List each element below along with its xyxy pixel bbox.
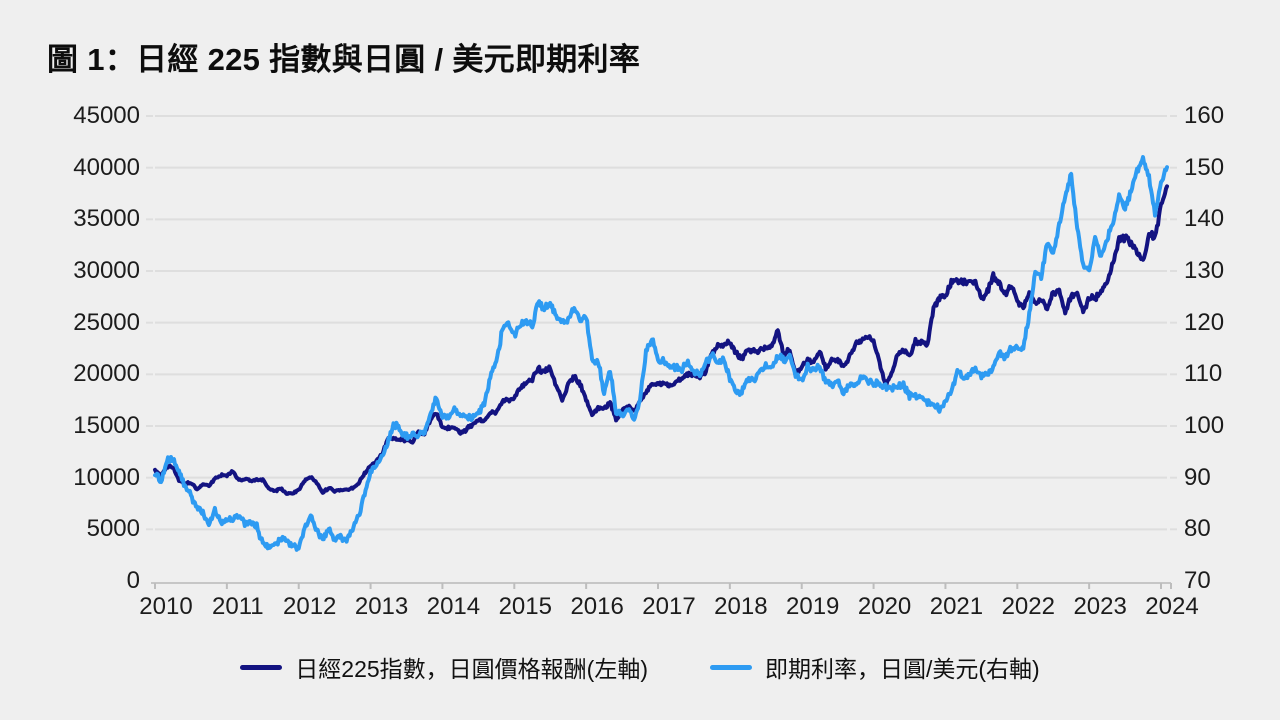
y-axis-right-tick-label: 120 <box>1184 308 1225 336</box>
x-axis-tick-label: 2019 <box>786 593 840 620</box>
y-axis-left-tick-label: 35000 <box>73 205 140 233</box>
y-axis-left-tick-label: 10000 <box>73 463 140 491</box>
y-axis-left-tick-label: 5000 <box>86 515 140 543</box>
legend-item-nikkei: 日經225指數，日圓價格報酬(左軸) <box>240 650 648 684</box>
y-axis-right-tick-label: 70 <box>1184 567 1211 594</box>
y-axis-right-tick-label: 110 <box>1184 360 1223 388</box>
x-axis-tick-label: 2017 <box>642 593 696 620</box>
x-axis-tick-label: 2021 <box>929 593 984 620</box>
legend-item-usdjpy: 即期利率，日圓/美元(右軸) <box>709 650 1040 684</box>
x-axis <box>151 582 1172 589</box>
y-axis-right-tick-label: 160 <box>1184 102 1225 129</box>
x-axis-tick-label: 2023 <box>1073 593 1127 620</box>
legend-label-nikkei: 日經225指數，日圓價格報酬(左軸) <box>295 656 648 682</box>
usdjpy-line-swatch <box>709 664 752 670</box>
legend-label-usdjpy: 即期利率，日圓/美元(右軸) <box>764 656 1040 682</box>
y-axis-left-tick-label: 45000 <box>73 102 140 129</box>
nikkei-line-swatch <box>240 664 283 670</box>
y-axis-left-tick-label: 25000 <box>73 308 140 336</box>
x-axis-tick-label: 2018 <box>714 593 768 620</box>
y-axis-left-tick-label: 30000 <box>73 257 140 284</box>
x-axis-tick-label: 2010 <box>139 593 193 620</box>
y-axis-left-tick-label: 40000 <box>73 153 140 181</box>
y-axis-right-tick-label: 90 <box>1184 463 1211 491</box>
x-axis-tick-label: 2015 <box>498 593 552 620</box>
x-axis-tick-label: 2024 <box>1145 593 1199 620</box>
x-axis-tick-label: 2016 <box>570 593 624 620</box>
x-axis-tick-label: 2013 <box>354 593 409 620</box>
x-axis-tick-label: 2014 <box>426 593 481 620</box>
page-title: 圖 1：日經 225 指數與日圓 / 美元即期利率 <box>47 42 641 77</box>
x-axis-tick-label: 2020 <box>857 593 912 620</box>
y-axis-left-tick-label: 20000 <box>73 360 140 388</box>
x-axis-tick-label: 2012 <box>283 593 337 620</box>
nikkei-line <box>153 184 1169 496</box>
y-axis-right-tick-label: 150 <box>1184 153 1225 181</box>
y-axis-right-tick-label: 140 <box>1184 205 1225 233</box>
x-axis-tick-label: 2022 <box>1001 593 1055 620</box>
y-axis-right-tick-label: 130 <box>1184 257 1225 284</box>
gridlines <box>146 115 1177 531</box>
y-axis-left-tick-label: 15000 <box>73 412 140 439</box>
y-axis-left-tick-label: 0 <box>126 567 140 594</box>
x-axis-tick-label: 2011 <box>212 593 264 620</box>
y-axis-right-tick-label: 100 <box>1184 412 1225 439</box>
y-axis-right-tick-label: 80 <box>1184 515 1211 543</box>
legend: 日經225指數，日圓價格報酬(左軸) 即期利率，日圓/美元(右軸) <box>0 650 1280 684</box>
usdjpy-line <box>153 155 1169 552</box>
